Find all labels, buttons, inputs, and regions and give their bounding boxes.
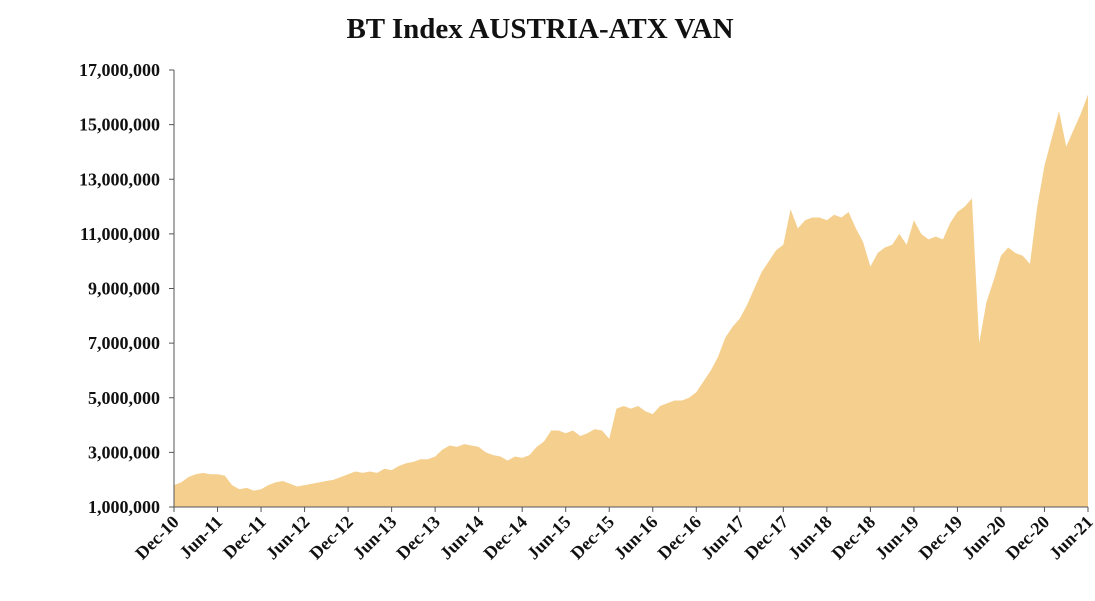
- y-tick-label: 13,000,000: [79, 169, 160, 189]
- x-tick-label: Jun-11: [175, 512, 226, 563]
- x-tick-label: Jun-19: [871, 512, 923, 564]
- x-tick-label: Dec-12: [305, 512, 357, 564]
- x-tick-label: Dec-20: [1002, 512, 1054, 564]
- x-tick-label: Dec-16: [654, 512, 706, 564]
- x-tick-label: Dec-18: [828, 512, 880, 564]
- x-tick-label: Jun-21: [1045, 512, 1095, 564]
- x-tick-label: Dec-10: [131, 512, 183, 564]
- y-tick-label: 17,000,000: [79, 60, 160, 80]
- y-tick-label: 1,000,000: [88, 497, 160, 517]
- x-tick-label: Dec-15: [566, 512, 618, 564]
- x-tick-label: Jun-17: [697, 512, 749, 564]
- x-tick-label: Jun-18: [784, 512, 836, 564]
- x-tick-label: Dec-17: [741, 512, 793, 564]
- y-tick-label: 9,000,000: [88, 279, 160, 299]
- area: [174, 94, 1088, 508]
- x-tick-label: Dec-19: [915, 512, 967, 564]
- x-tick-label: Dec-11: [219, 512, 270, 563]
- y-tick-label: 3,000,000: [88, 442, 160, 462]
- x-tick-label: Jun-14: [436, 512, 488, 564]
- x-tick-label: Jun-15: [523, 512, 575, 564]
- chart-title: BT Index AUSTRIA-ATX VAN: [346, 13, 733, 45]
- y-tick-label: 5,000,000: [88, 388, 160, 408]
- y-tick-label: 15,000,000: [79, 115, 160, 135]
- x-tick-label: Dec-13: [392, 512, 444, 564]
- y-tick-label: 11,000,000: [80, 224, 160, 244]
- x-tick-label: Jun-16: [610, 512, 662, 564]
- y-tick-label: 7,000,000: [88, 333, 160, 353]
- x-tick-label: Jun-12: [262, 512, 314, 564]
- x-tick-label: Jun-13: [349, 512, 401, 564]
- x-tick-label: Jun-20: [958, 512, 1010, 564]
- x-tick-label: Dec-14: [479, 512, 531, 564]
